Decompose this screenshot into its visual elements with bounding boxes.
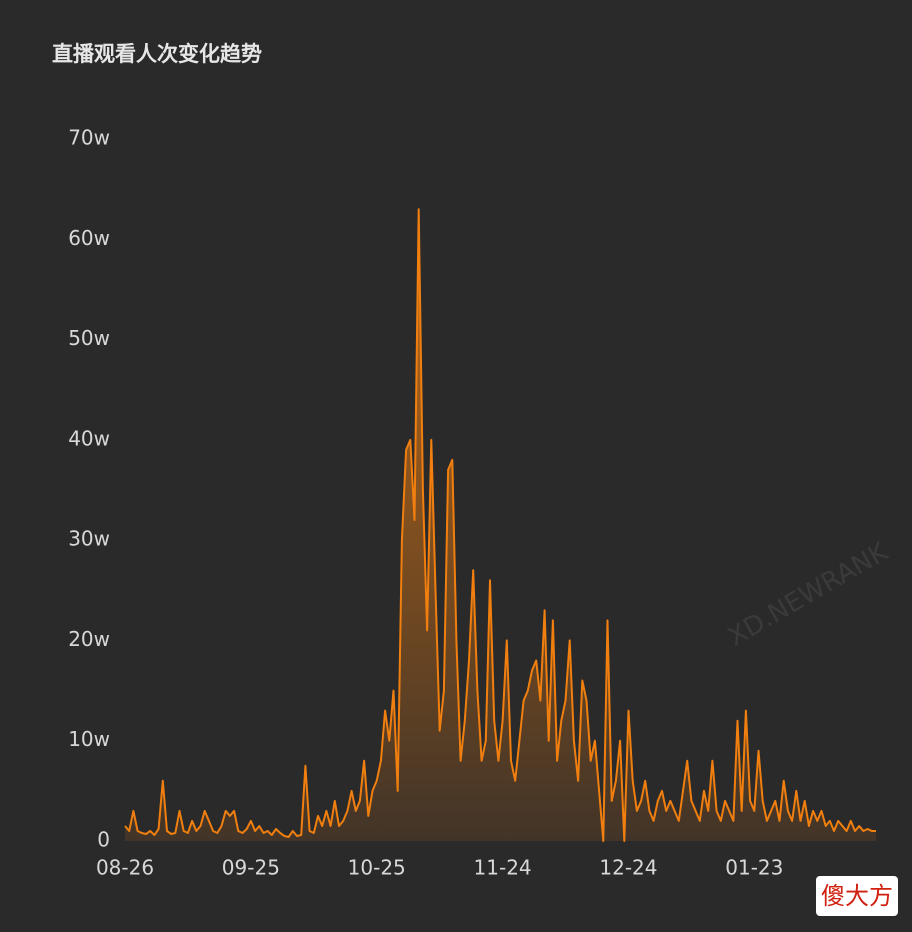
y-tick-label: 20w	[68, 627, 110, 651]
badge-box	[816, 876, 898, 916]
y-tick-label: 0	[97, 828, 110, 852]
y-tick-label: 40w	[68, 426, 110, 450]
y-tick-label: 50w	[68, 326, 110, 350]
x-tick-label: 10-25	[348, 856, 406, 880]
y-tick-label: 60w	[68, 226, 110, 250]
plot: 0 10w 20w 30w 40w 50w 60w 70w 08-26 09-25 10-25 11-…	[68, 126, 876, 880]
x-tick-label: 11-24	[474, 856, 532, 880]
badge: 傻大方	[821, 882, 893, 910]
chart-title: 直播观看人次变化趋势	[52, 42, 262, 66]
y-tick-label: 70w	[68, 126, 110, 150]
x-tick-label: 09-25	[222, 856, 280, 880]
x-tick-label: 08-26	[96, 856, 154, 880]
line	[124, 208, 876, 842]
x-tick-label: 12-24	[599, 856, 657, 880]
y-tick-label: 30w	[68, 527, 110, 551]
y-tick-label: 10w	[68, 727, 110, 751]
x-tick-label: 01-23	[725, 856, 783, 880]
